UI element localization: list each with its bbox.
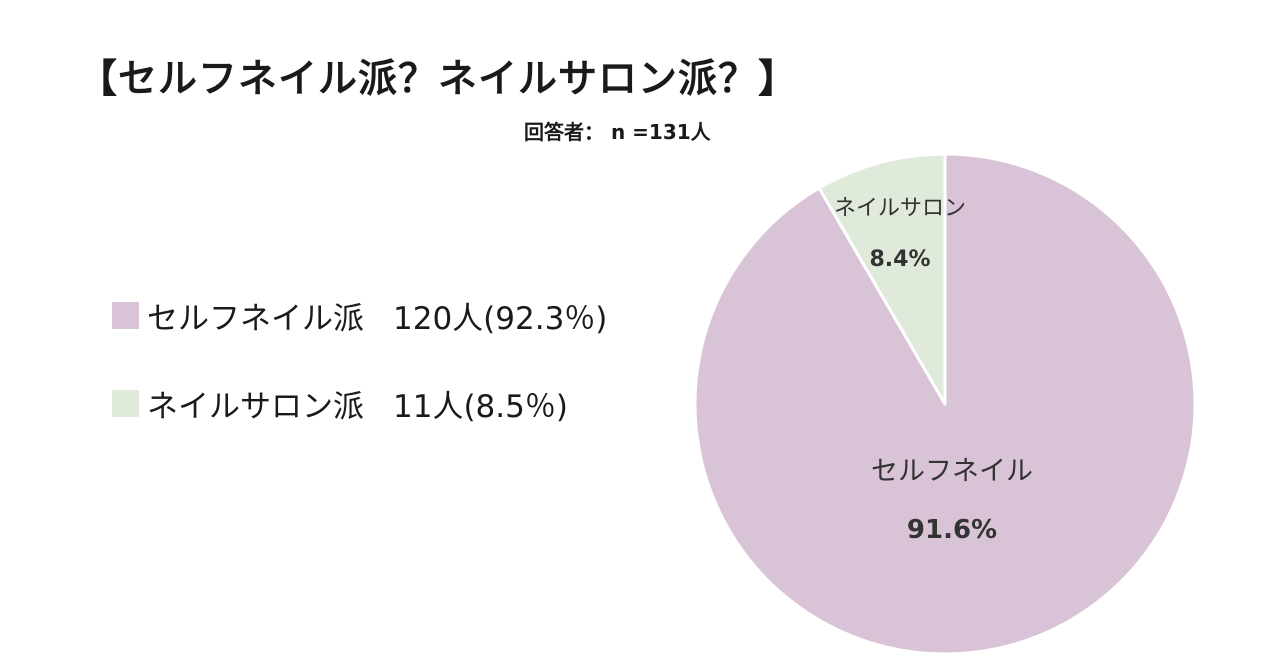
legend-count: 11人 <box>393 388 464 425</box>
pie-slice-label-0: セルフネイル <box>871 456 1033 487</box>
pie-slice-1 <box>817 152 947 406</box>
pie-slice-value-1: 8.4% <box>869 247 930 272</box>
legend-percent: (8.5％) <box>463 388 568 425</box>
legend: セルフネイル派 120人 (92.3％) ネイルサロン派 11人 (8.5％) <box>112 290 607 466</box>
pie-slice-label-1: ネイルサロン <box>834 196 966 221</box>
legend-swatch-nail-salon <box>112 389 139 417</box>
legend-percent: (92.3％) <box>483 300 608 337</box>
legend-label: ネイルサロン派 <box>147 388 364 425</box>
chart-title: 【セルフネイル派？ネイルサロン派？】 <box>78 57 799 102</box>
legend-item-nail-salon: ネイルサロン派 11人 (8.5％) <box>112 378 607 428</box>
respondent-count: 回答者： n =131人 <box>524 120 711 144</box>
legend-label: セルフネイル派 <box>147 300 364 337</box>
legend-item-self-nail: セルフネイル派 120人 (92.3％) <box>112 290 607 340</box>
legend-count: 120人 <box>393 300 484 337</box>
legend-swatch-self-nail <box>112 301 139 329</box>
pie-slice-value-0: 91.6% <box>907 515 997 545</box>
